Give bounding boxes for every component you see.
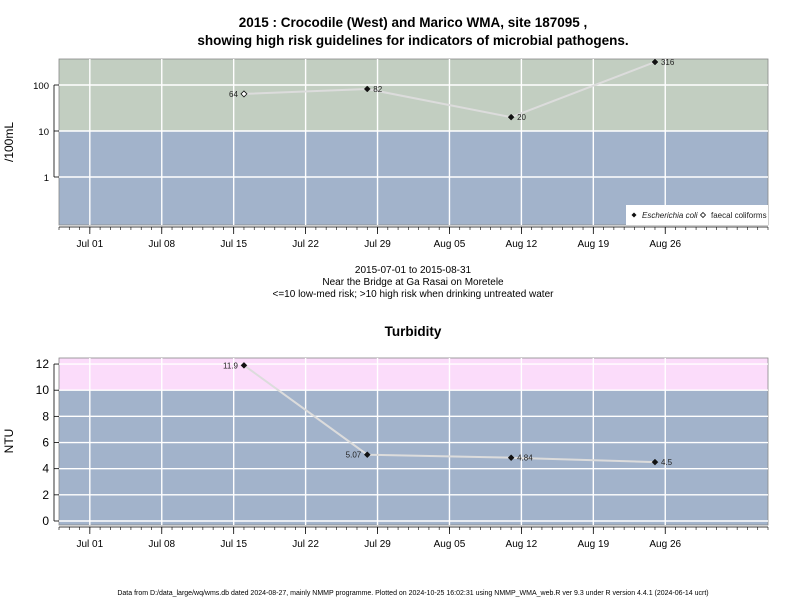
chart2-high-risk-band <box>59 358 768 391</box>
chart1-high-risk-band <box>59 59 768 131</box>
chart1-legend: Escherichia coli faecal coliforms <box>626 205 768 225</box>
chart2-y-tick-label: 8 <box>42 409 49 423</box>
chart1-data-label: 316 <box>661 58 675 67</box>
chart2-plot-border <box>58 357 769 526</box>
chart2-data-point <box>651 458 659 466</box>
chart1-x-tick-label: Jul 15 <box>220 239 247 250</box>
legend-ecoli-label: Escherichia coli <box>642 211 698 220</box>
chart2-data-label: 4.84 <box>517 454 533 463</box>
chart2-x-tick-label: Aug 05 <box>434 539 466 550</box>
chart2-data-label: 4.5 <box>661 458 673 467</box>
date-range-text: 2015-07-01 to 2015-08-31 <box>355 265 472 276</box>
legend-faecal-marker <box>699 211 707 219</box>
chart1-data-line <box>243 61 656 119</box>
legend-ecoli-marker <box>631 212 637 218</box>
chart2-y-axis-label: NTU <box>2 429 16 454</box>
chart2-title: Turbidity <box>385 324 442 339</box>
chart1-x-tick-label: Aug 12 <box>506 239 538 250</box>
microbial-chart: 2015 : Crocodile (West) and Marico WMA, … <box>2 15 769 250</box>
chart1-y-axis-label: /100mL <box>2 122 16 162</box>
legend-box <box>626 205 768 225</box>
subtitle-block: 2015-07-01 to 2015-08-31 Near the Bridge… <box>273 265 555 300</box>
chart1-data-point <box>507 113 515 121</box>
chart1-data-label: 20 <box>517 113 526 122</box>
chart2-y-tick-label: 6 <box>42 436 49 450</box>
chart2-low-risk-band <box>59 390 768 525</box>
chart2-x-tick-label: Aug 19 <box>577 539 609 550</box>
chart1-data-label: 64 <box>229 90 238 99</box>
risk-guideline-text: <=10 low-med risk; >10 high risk when dr… <box>273 289 555 300</box>
chart2-x-tick-label: Jul 22 <box>292 539 319 550</box>
site-description-text: Near the Bridge at Ga Rasai on Moretele <box>322 277 504 288</box>
chart2-data-point <box>240 361 248 369</box>
chart1-x-tick-label: Aug 19 <box>577 239 609 250</box>
chart1-y-tick-label: 100 <box>33 81 49 92</box>
legend-faecal-label: faecal coliforms <box>711 211 767 220</box>
chart2-y-tick-label: 4 <box>42 462 49 476</box>
chart2-data-point <box>507 454 515 462</box>
chart2-y-tick-label: 2 <box>42 488 49 502</box>
chart2-x-tick-label: Aug 26 <box>649 539 681 550</box>
chart1-x-tick-label: Aug 26 <box>649 239 681 250</box>
chart1-title-line2: showing high risk guidelines for indicat… <box>197 33 628 48</box>
chart2-data-label: 11.9 <box>223 361 239 370</box>
chart2-y-tick-label: 10 <box>36 383 50 397</box>
chart1-data-point <box>240 90 248 98</box>
chart1-plot-border <box>58 58 769 226</box>
chart1-title-line1: 2015 : Crocodile (West) and Marico WMA, … <box>239 15 588 30</box>
chart2-data-point <box>363 451 371 459</box>
chart2-x-tick-label: Jul 29 <box>364 539 391 550</box>
chart2-y-tick-label: 12 <box>36 357 50 371</box>
chart2-data-line <box>243 364 656 464</box>
chart2-x-tick-label: Aug 12 <box>506 539 538 550</box>
chart1-y-tick-label: 1 <box>44 173 49 184</box>
chart2-data-label: 5.07 <box>346 451 362 460</box>
chart1-data-point <box>363 85 371 93</box>
chart2-x-tick-label: Jul 15 <box>220 539 247 550</box>
chart1-x-tick-label: Jul 08 <box>148 239 175 250</box>
chart1-x-tick-label: Jul 29 <box>364 239 391 250</box>
chart1-x-tick-label: Aug 05 <box>434 239 466 250</box>
turbidity-chart: Turbidity 0 2 4 6 8 10 12 Jul 01 Jul 08 Jul 15 Jul… <box>2 324 769 550</box>
chart2-x-tick-label: Jul 08 <box>148 539 175 550</box>
chart2-y-tick-label: 0 <box>42 514 49 528</box>
chart1-data-label: 82 <box>373 85 382 94</box>
chart1-y-tick-label: 10 <box>38 127 49 138</box>
footer-note: Data from D:/data_large/wq/wms.db dated … <box>117 590 708 597</box>
chart2-x-tick-label: Jul 01 <box>76 539 103 550</box>
chart1-x-tick-label: Jul 01 <box>76 239 103 250</box>
chart1-data-point <box>651 58 659 66</box>
chart1-x-tick-label: Jul 22 <box>292 239 319 250</box>
